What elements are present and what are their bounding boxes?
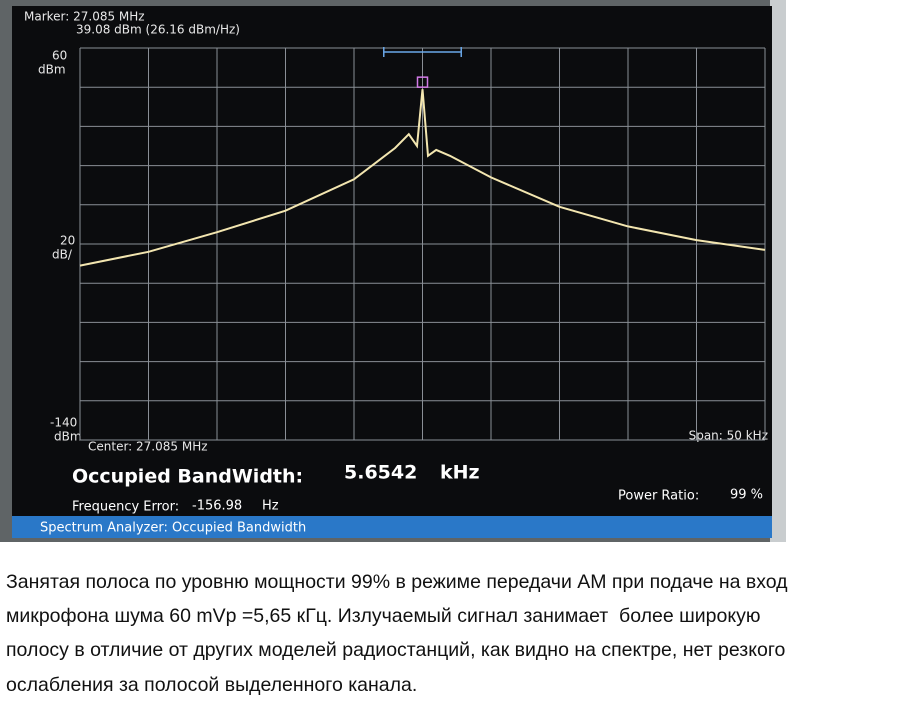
obw-value: 5.6542 [344, 462, 417, 484]
ref-level: 60 [52, 49, 67, 63]
span: Span: 50 kHz [689, 429, 768, 443]
scale-value: 20 [60, 234, 75, 248]
obw-label: Occupied BandWidth: [72, 466, 303, 488]
mode-title: Spectrum Analyzer: Occupied Bandwidth [40, 521, 306, 536]
freq-error-value: -156.98 [192, 499, 242, 514]
caption-line: полосу в отличие от других моделей радио… [6, 639, 786, 661]
mode-bar [12, 516, 772, 538]
bezel-edge [770, 0, 786, 542]
freq-error-unit: Hz [262, 499, 279, 514]
marker-label: Marker: 27.085 MHz [24, 10, 145, 24]
peak-marker [416, 76, 429, 88]
bottom-level: -140 [50, 416, 77, 430]
spectrum-trace [79, 89, 766, 267]
power-ratio-value: 99 % [730, 488, 763, 503]
marker-level: 39.08 dBm (26.16 dBm/Hz) [76, 23, 240, 37]
power-ratio-label: Power Ratio: [618, 489, 699, 504]
center-frequency: Center: 27.085 MHz [88, 440, 208, 454]
scale-unit: dB/ [52, 248, 73, 262]
analyzer-photo: Marker: 27.085 MHz 39.08 dBm (26.16 dBm/… [0, 0, 786, 542]
obw-unit: kHz [440, 462, 480, 484]
caption-line: микрофона шума 60 mVp =5,65 кГц. Излучае… [6, 605, 761, 627]
freq-error-label: Frequency Error: [72, 500, 179, 515]
screen [12, 6, 772, 526]
bottom-unit: dBm [54, 430, 82, 444]
ref-unit: dBm [38, 63, 66, 77]
caption-line: Занятая полоса по уровню мощности 99% в … [6, 571, 788, 593]
caption-line: ослабления за полосой выделенного канала… [6, 674, 418, 696]
